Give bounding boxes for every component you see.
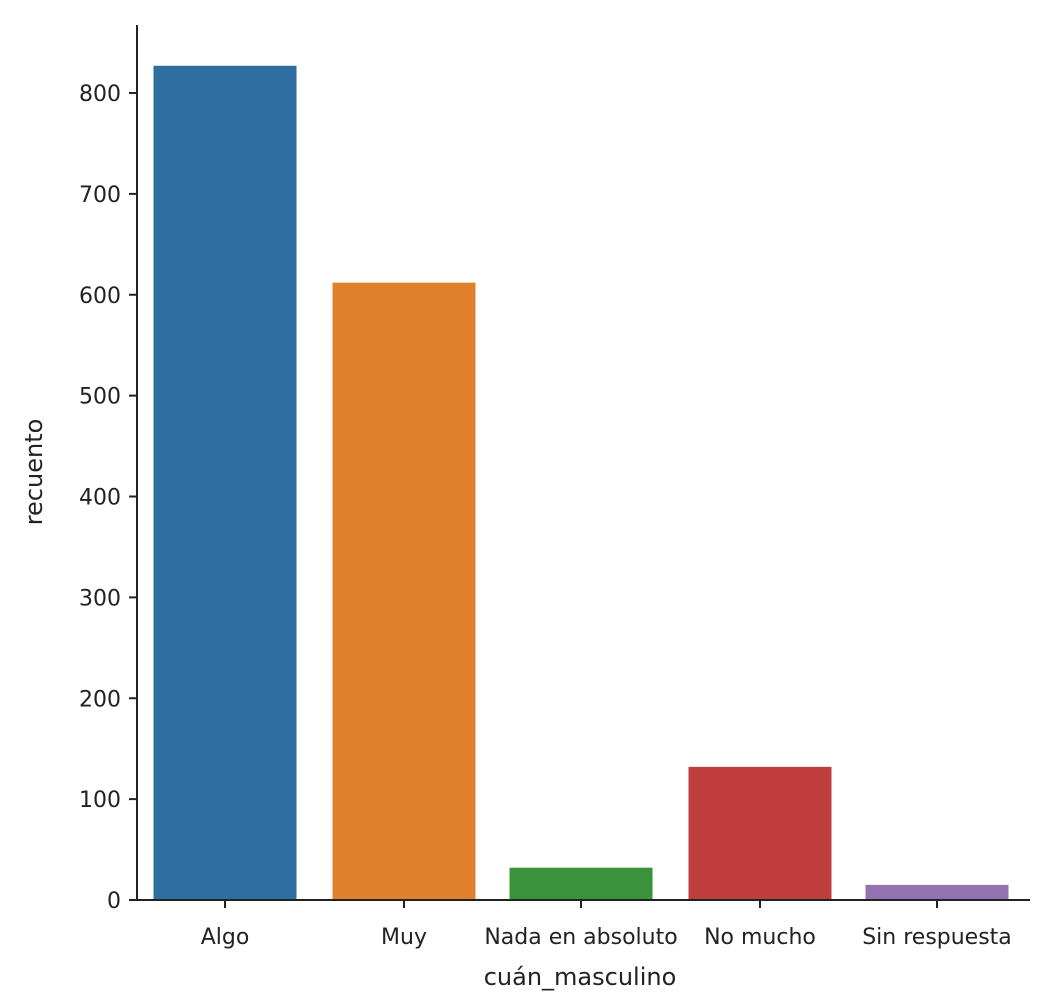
bars-group <box>153 65 1009 901</box>
y-axis-ticks: 0 100 200 300 400 500 600 700 800 <box>79 82 137 914</box>
y-tick-label: 300 <box>79 586 121 611</box>
x-tick-label: Algo <box>201 925 250 950</box>
x-axis-title: cuán_masculino <box>484 963 677 991</box>
y-tick-label: 100 <box>79 788 121 813</box>
x-axis-ticks: Algo Muy Nada en absoluto No mucho Sin respu… <box>201 900 1012 950</box>
bar-muy <box>332 282 476 900</box>
y-tick-label: 400 <box>79 486 121 511</box>
y-tick-label: 500 <box>79 385 121 410</box>
x-tick-label: Nada en absoluto <box>484 925 677 950</box>
y-tick-label: 800 <box>79 82 121 107</box>
y-tick-label: 600 <box>79 284 121 309</box>
y-axis-title: recuento <box>20 419 48 526</box>
y-tick-label: 200 <box>79 687 121 712</box>
bar-no-mucho <box>688 766 832 900</box>
x-tick-label: Muy <box>381 925 427 950</box>
bar-algo <box>153 65 297 901</box>
y-tick-label: 700 <box>79 183 121 208</box>
bar-sin-respuesta <box>865 884 1009 900</box>
y-tick-label: 0 <box>107 889 121 914</box>
bar-nada-en-absoluto <box>509 867 653 900</box>
x-tick-label: No mucho <box>704 925 816 950</box>
x-tick-label: Sin respuesta <box>862 925 1012 950</box>
